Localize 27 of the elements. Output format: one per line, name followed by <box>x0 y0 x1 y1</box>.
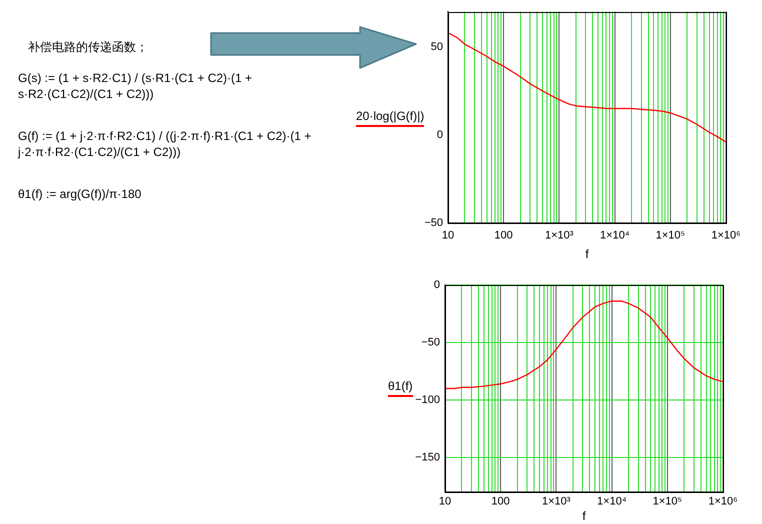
x-axis-title: f <box>582 509 586 524</box>
x-axis-title: f <box>585 247 590 262</box>
text: 补偿电路的传递函数； <box>28 39 148 56</box>
x-tick-label: 1×10³ <box>544 230 574 242</box>
y-axis-title: θ1(f) <box>388 379 413 397</box>
x-tick-label: 10 <box>442 230 454 242</box>
y-tick-label: −50 <box>421 336 440 349</box>
y-tick-label: −50 <box>424 217 443 230</box>
y-axis-title: 20·log(|G(f)|) <box>356 109 424 127</box>
x-tick-label: 1×10⁴ <box>597 496 627 508</box>
x-tick-label: 1×10⁵ <box>656 230 686 242</box>
x-tick-label: 1×10⁵ <box>652 496 682 508</box>
x-tick-label: 10 <box>438 496 452 508</box>
y-tick-label: −150 <box>415 452 440 464</box>
x-tick-label: 100 <box>491 496 510 508</box>
x-tick-label: 100 <box>494 230 513 242</box>
x-tick-label: 1×10³ <box>542 496 571 508</box>
y-tick-label: 0 <box>436 128 443 141</box>
text: G(f) := (1 + j·2·π·f·R2·C1) / ((j·2·π·f)·R1·(C1 + C2)·(1 + j·2·π·f·R2·(C1·C2)/(C1 + C2))) <box>18 128 312 160</box>
y-tick-label: 0 <box>434 279 440 292</box>
y-tick-label: 50 <box>430 40 443 53</box>
x-tick-label: 1×10⁶ <box>711 230 741 242</box>
text: θ1(f) := arg(G(f))/π·180 <box>18 186 142 202</box>
x-tick-label: 1×10⁶ <box>708 496 738 508</box>
x-tick-label: 1×10⁴ <box>600 230 630 242</box>
text: G(s) := (1 + s·R2·C1) / (s·R1·(C1 + C2)·(1 + s·R2·(C1·C2)/(C1 + C2))) <box>18 70 254 102</box>
y-tick-label: −100 <box>415 394 440 406</box>
